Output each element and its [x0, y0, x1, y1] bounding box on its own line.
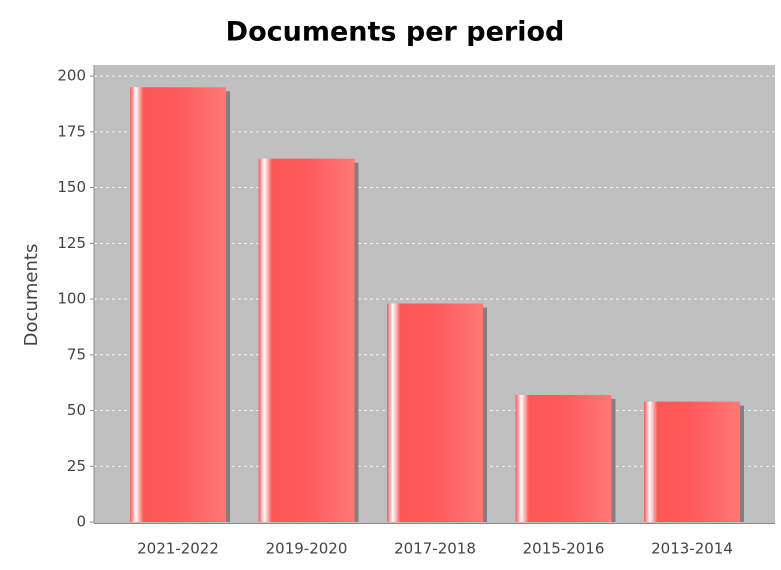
x-tick-label: 2019-2020: [266, 540, 348, 558]
y-tick-label: 25: [67, 457, 86, 475]
y-tick-label: 75: [67, 345, 86, 363]
x-tick-label: 2015-2016: [523, 540, 605, 558]
y-tick-label: 175: [57, 122, 86, 140]
x-tick-label: 2021-2022: [137, 540, 219, 558]
x-tick-label: 2017-2018: [394, 540, 476, 558]
bar: [387, 303, 483, 522]
y-tick-label: 150: [57, 178, 86, 196]
y-tick-label: 50: [67, 401, 86, 419]
y-tick-label: 125: [57, 234, 86, 252]
y-tick-label: 200: [57, 67, 86, 85]
bar: [130, 87, 226, 522]
bar: [515, 394, 612, 522]
y-tick-label: 0: [76, 513, 86, 531]
bar: [258, 158, 355, 522]
bar: [644, 401, 740, 522]
y-axis-label: Documents: [21, 244, 42, 347]
chart-title: Documents per period: [226, 17, 565, 48]
y-tick-label: 100: [57, 290, 86, 308]
x-tick-label: 2013-2014: [651, 540, 733, 558]
